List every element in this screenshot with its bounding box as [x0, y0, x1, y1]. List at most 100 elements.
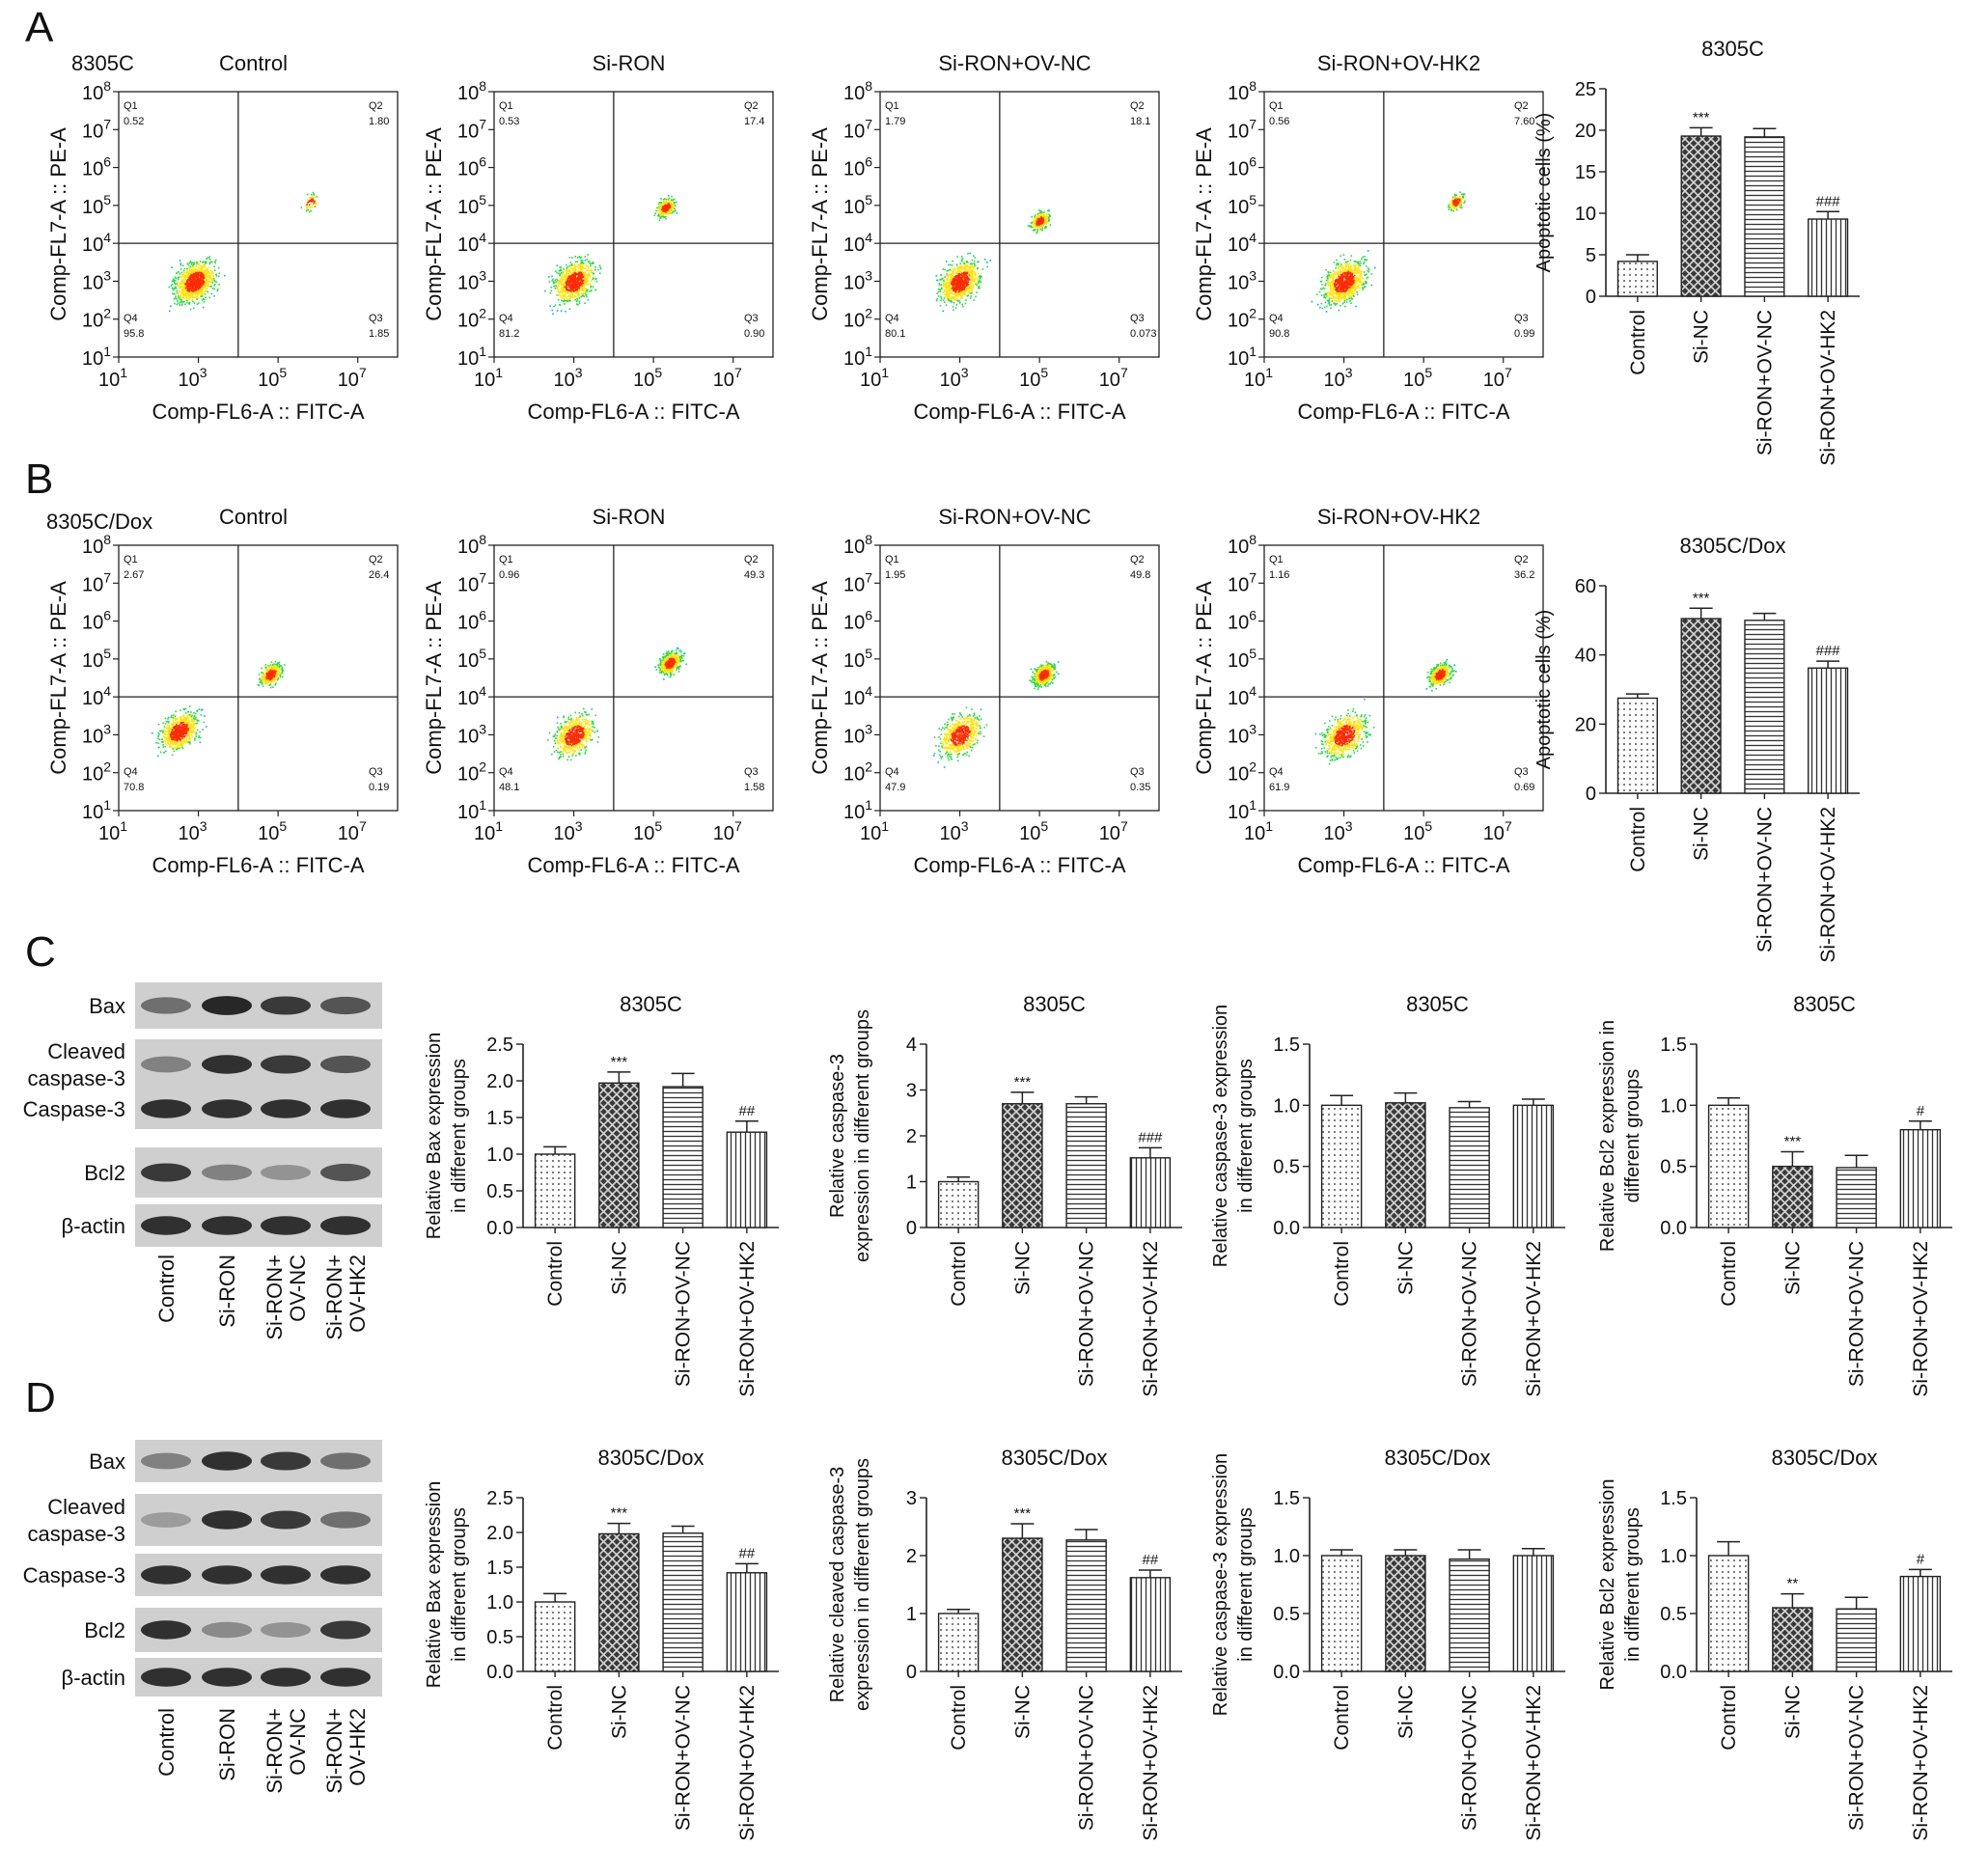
- flow-event-dot: [1325, 293, 1327, 295]
- flow-event-dot: [169, 730, 172, 732]
- y-tick-exponent: 7: [103, 116, 111, 131]
- flow-event-dot: [1346, 286, 1348, 288]
- flow-event-dot: [959, 302, 961, 304]
- flow-event-dot: [940, 299, 942, 302]
- flow-event-dot: [960, 264, 963, 266]
- flow-event-dot: [584, 292, 587, 294]
- flow-event-dot: [946, 291, 948, 294]
- flow-event-dot: [1040, 222, 1043, 224]
- flow-event-dot: [575, 290, 577, 291]
- flow-event-dot: [963, 274, 965, 277]
- flow-event-dot: [950, 274, 953, 276]
- flow-event-dot: [668, 201, 671, 204]
- flow-event-dot: [178, 278, 180, 281]
- flow-event-dot: [937, 290, 940, 293]
- flow-event-dot: [974, 273, 976, 276]
- flow-event-dot: [166, 733, 168, 736]
- flow-event-dot: [177, 725, 179, 727]
- flow-event-dot: [1337, 279, 1339, 282]
- flow-event-dot: [1342, 291, 1344, 294]
- flow-event-dot: [936, 297, 939, 300]
- flow-event-dot: [1340, 271, 1343, 273]
- flow-event-dot: [571, 278, 574, 281]
- flow-event-dot: [186, 262, 189, 265]
- flow-event-dot: [1331, 292, 1333, 295]
- flow-event-dot: [1328, 291, 1331, 294]
- flow-event-dot: [968, 278, 971, 281]
- flow-event-dot: [960, 267, 963, 270]
- flow-event-dot: [663, 210, 666, 212]
- flow-event-dot: [960, 256, 963, 258]
- flow-event-dot: [556, 271, 558, 274]
- flow-event-dot: [567, 277, 569, 280]
- flow-event-dot: [1343, 276, 1345, 278]
- flow-event-dot: [174, 293, 176, 295]
- flow-event-dot: [975, 275, 977, 277]
- flow-event-dot: [175, 727, 177, 729]
- flow-event-dot: [574, 265, 576, 267]
- quadrant-percent: 81.2: [499, 328, 519, 340]
- flow-event-dot: [186, 301, 188, 304]
- flow-event-dot: [1326, 295, 1328, 297]
- flow-event-dot: [171, 740, 174, 743]
- flow-event-dot: [1343, 295, 1346, 297]
- flow-cell-line-label: 8305C: [71, 51, 134, 75]
- flow-event-dot: [180, 724, 183, 727]
- flow-event-dot: [667, 205, 669, 207]
- flow-event-dot: [165, 742, 167, 745]
- flow-event-dot: [1347, 278, 1350, 280]
- flow-event-dot: [176, 272, 178, 274]
- flow-event-dot: [1351, 298, 1354, 300]
- flow-event-dot: [1332, 293, 1335, 295]
- flow-event-dot: [169, 739, 171, 741]
- flow-event-dot: [209, 286, 211, 288]
- flow-event-dot: [570, 292, 572, 295]
- flow-event-dot: [964, 265, 967, 267]
- y-tick-label: 108: [82, 78, 111, 104]
- quadrant-percent: 0.56: [1269, 116, 1289, 127]
- flow-event-dot: [1450, 208, 1452, 210]
- flow-event-dot: [1347, 261, 1349, 262]
- y-tick-exponent: 5: [1249, 192, 1257, 207]
- flow-event-dot: [552, 282, 555, 284]
- flow-event-dot: [1341, 288, 1343, 290]
- flow-event-dot: [1043, 218, 1046, 220]
- flow-event-dot: [207, 276, 210, 279]
- flow-event-dot: [186, 276, 188, 279]
- flow-event-dot: [1453, 207, 1456, 210]
- flow-event-dot: [668, 204, 671, 206]
- flow-event-dot: [190, 734, 193, 736]
- flow-event-dot: [1345, 278, 1347, 281]
- flow-event-dot: [586, 274, 588, 277]
- flow-event-dot: [964, 285, 966, 288]
- flow-event-dot: [574, 287, 576, 290]
- flow-event-dot: [203, 721, 206, 724]
- flow-event-dot: [200, 283, 202, 285]
- flow-event-dot: [190, 275, 193, 277]
- flow-event-dot: [582, 280, 585, 282]
- flow-event-dot: [1335, 287, 1338, 290]
- flow-event-dot: [566, 273, 567, 276]
- flow-event-dot: [1353, 286, 1355, 288]
- flow-event-dot: [661, 204, 663, 207]
- flow-event-dot: [176, 747, 178, 750]
- flow-event-dot: [1353, 274, 1356, 277]
- y-tick-label: 104: [82, 230, 111, 256]
- flow-event-dot: [945, 283, 948, 285]
- flow-event-dot: [1359, 287, 1361, 290]
- flow-event-dot: [205, 277, 207, 279]
- flow-event-dot: [217, 275, 220, 278]
- flow-event-dot: [1339, 293, 1341, 296]
- flow-event-dot: [1450, 206, 1452, 208]
- flow-event-dot: [181, 731, 184, 733]
- flow-event-dot: [569, 283, 571, 286]
- flow-event-dot: [1336, 263, 1338, 266]
- flow-event-dot: [1043, 211, 1045, 213]
- flow-event-dot: [950, 300, 953, 302]
- flow-event-dot: [1330, 307, 1332, 310]
- y-tick-exponent: 4: [103, 230, 111, 245]
- flow-event-dot: [199, 289, 202, 290]
- flow-event-dot: [167, 735, 169, 738]
- flow-event-dot: [1328, 304, 1331, 306]
- flow-event-dot: [223, 274, 226, 277]
